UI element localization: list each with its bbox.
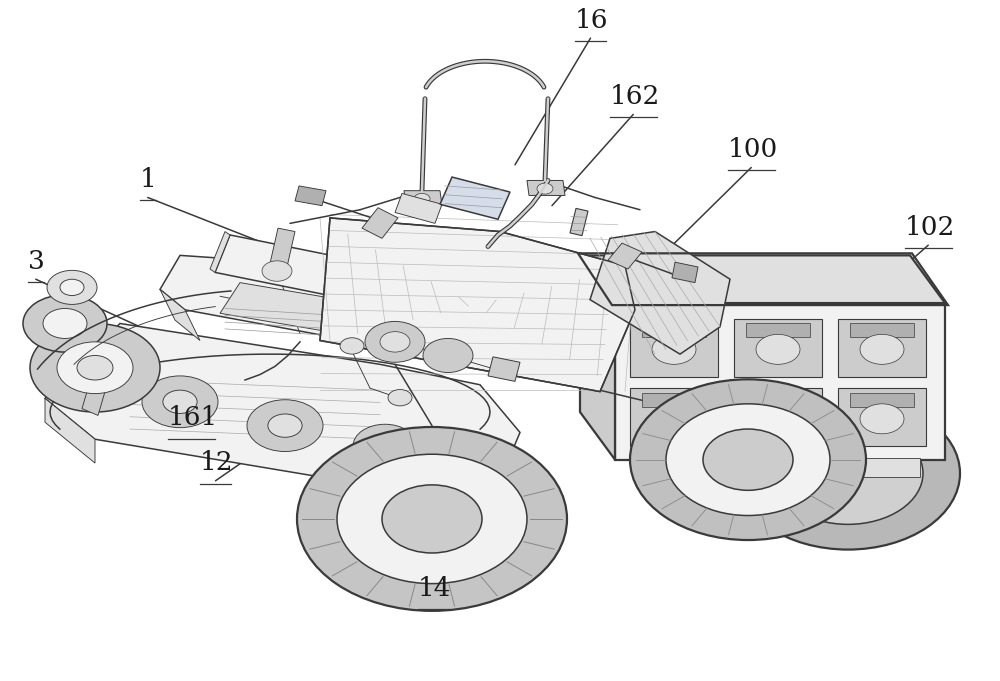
Circle shape (163, 390, 197, 413)
Circle shape (60, 279, 84, 296)
Polygon shape (746, 323, 810, 337)
Text: 102: 102 (905, 215, 955, 240)
Circle shape (365, 321, 425, 362)
Circle shape (268, 414, 302, 437)
Polygon shape (320, 218, 635, 392)
Polygon shape (295, 186, 326, 206)
Polygon shape (734, 388, 822, 446)
Circle shape (340, 338, 364, 354)
Circle shape (414, 193, 430, 204)
Polygon shape (395, 193, 442, 223)
Text: 12: 12 (200, 450, 234, 475)
Polygon shape (640, 458, 700, 477)
Circle shape (860, 334, 904, 364)
Circle shape (30, 323, 160, 412)
Circle shape (353, 424, 417, 468)
Polygon shape (210, 232, 230, 272)
Polygon shape (642, 393, 706, 407)
Circle shape (337, 454, 527, 584)
Polygon shape (642, 323, 706, 337)
Polygon shape (838, 388, 926, 446)
Circle shape (756, 404, 800, 434)
Circle shape (630, 379, 866, 540)
Text: 1: 1 (140, 167, 157, 192)
Circle shape (77, 355, 113, 380)
Circle shape (57, 342, 133, 394)
Polygon shape (672, 262, 698, 283)
Polygon shape (82, 375, 108, 415)
Circle shape (371, 437, 399, 456)
Polygon shape (590, 232, 730, 354)
Polygon shape (580, 255, 615, 460)
Polygon shape (850, 393, 914, 407)
Circle shape (388, 390, 412, 406)
Polygon shape (268, 228, 295, 276)
Polygon shape (220, 283, 440, 347)
Circle shape (756, 334, 800, 364)
Polygon shape (860, 458, 920, 477)
Polygon shape (750, 458, 810, 477)
Circle shape (666, 404, 830, 516)
Polygon shape (615, 303, 945, 460)
Circle shape (262, 261, 292, 281)
Circle shape (652, 404, 696, 434)
Polygon shape (630, 319, 718, 377)
Text: 16: 16 (575, 7, 608, 33)
Circle shape (703, 429, 793, 490)
Polygon shape (850, 323, 914, 337)
Circle shape (247, 400, 323, 452)
Circle shape (47, 270, 97, 304)
Circle shape (652, 334, 696, 364)
Text: 161: 161 (168, 405, 218, 430)
Polygon shape (734, 319, 822, 377)
Circle shape (297, 427, 567, 611)
Polygon shape (570, 208, 588, 236)
Polygon shape (630, 388, 718, 446)
Circle shape (736, 397, 960, 550)
Circle shape (537, 183, 553, 194)
Circle shape (43, 308, 87, 338)
Circle shape (860, 404, 904, 434)
Circle shape (382, 485, 482, 553)
Circle shape (380, 332, 410, 352)
Polygon shape (746, 393, 810, 407)
Circle shape (23, 295, 107, 352)
Circle shape (773, 422, 923, 524)
Text: 3: 3 (28, 249, 45, 274)
Polygon shape (160, 255, 640, 371)
Text: 100: 100 (728, 137, 778, 162)
Text: 162: 162 (610, 84, 660, 109)
Circle shape (423, 338, 473, 373)
Circle shape (142, 376, 218, 428)
Polygon shape (838, 319, 926, 377)
Polygon shape (608, 243, 642, 269)
Polygon shape (527, 180, 565, 195)
Polygon shape (580, 255, 945, 303)
Polygon shape (488, 357, 520, 381)
Polygon shape (362, 208, 398, 238)
Polygon shape (160, 289, 200, 340)
Polygon shape (215, 235, 365, 300)
Text: 14: 14 (418, 575, 452, 601)
Polygon shape (45, 398, 95, 463)
Polygon shape (404, 191, 442, 206)
Polygon shape (45, 323, 520, 487)
Polygon shape (440, 177, 510, 219)
